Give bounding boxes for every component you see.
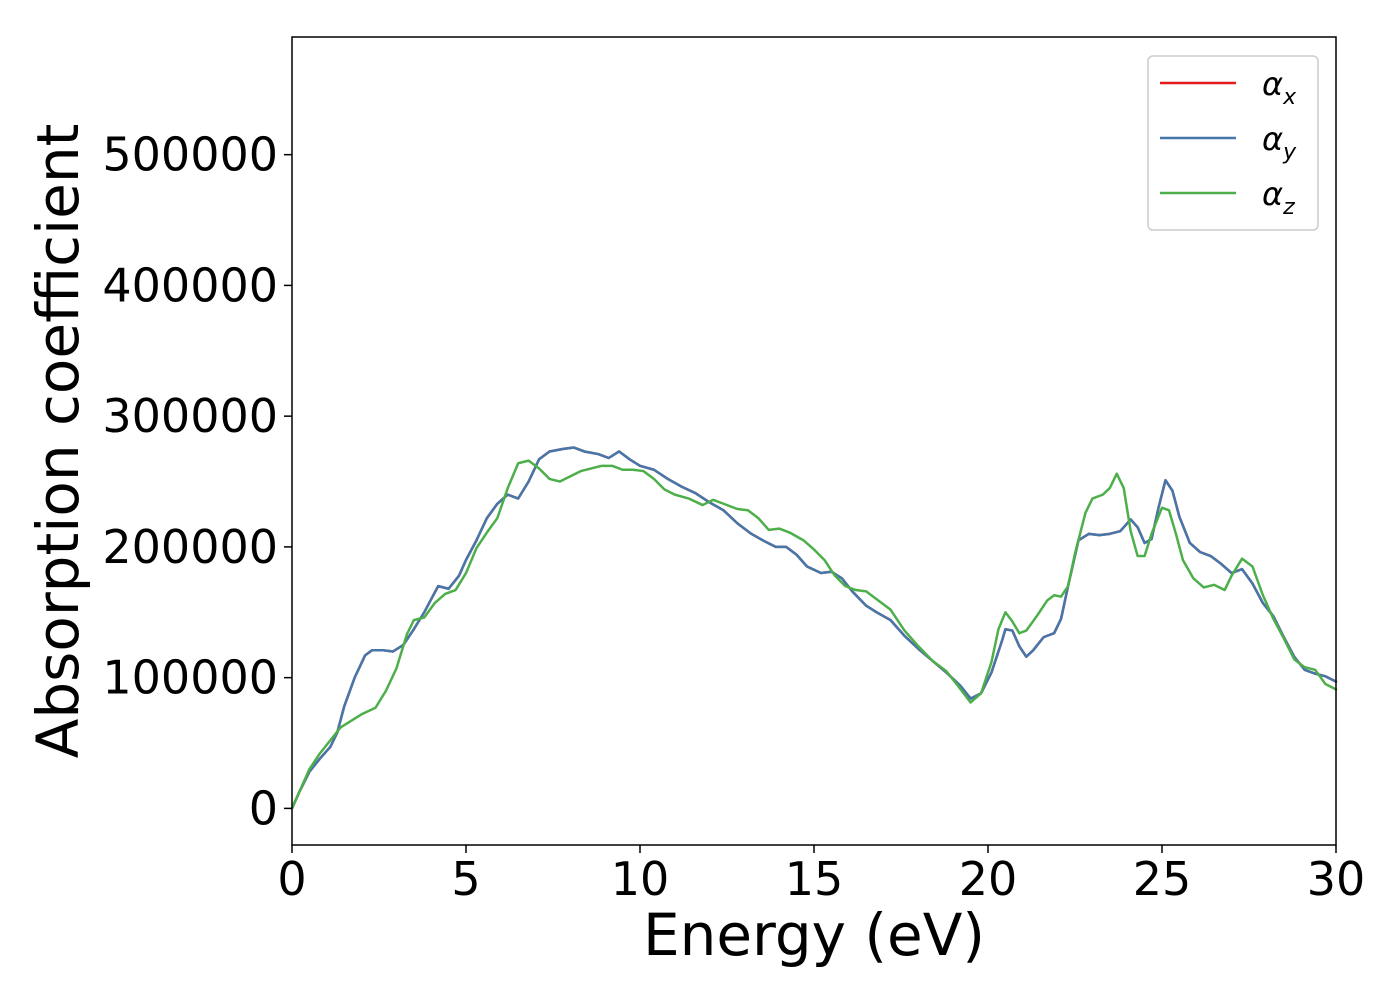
y-axis-label: Absorption coefficient: [24, 124, 92, 759]
x-tick-label: 15: [785, 852, 844, 906]
y-tick-label: 100000: [102, 651, 278, 705]
series-line-y: [290, 446, 1338, 810]
y-tick-label: 300000: [102, 389, 278, 443]
y-tick-label: 500000: [102, 128, 278, 182]
y-tick-label: 0: [249, 781, 278, 835]
x-tick-label: 0: [277, 852, 306, 906]
series-line-x: [290, 446, 1338, 810]
y-tick-label: 400000: [102, 258, 278, 312]
x-tick-label: 25: [1133, 852, 1192, 906]
series-line-z: [290, 459, 1338, 810]
x-tick-label: 20: [959, 852, 1018, 906]
legend-box: [1147, 55, 1319, 231]
x-tick-label: 5: [451, 852, 480, 906]
y-tick-label: 200000: [102, 520, 278, 574]
legend-items: αx αy αz: [1160, 65, 1297, 220]
y-axis-ticks: 0 100000 200000 300000 400000 500000: [102, 128, 292, 835]
x-axis-label: Energy (eV): [643, 901, 985, 969]
legend-label-z: αz: [1262, 175, 1295, 220]
legend: αx αy αz: [1147, 55, 1319, 231]
x-tick-label: 10: [611, 852, 670, 906]
x-axis-ticks: 0 5 10 15 20 25 30: [277, 845, 1365, 906]
x-tick-label: 30: [1307, 852, 1366, 906]
series-layer: [290, 446, 1338, 810]
legend-label-y: αy: [1262, 120, 1297, 165]
legend-label-x: αx: [1262, 65, 1297, 110]
